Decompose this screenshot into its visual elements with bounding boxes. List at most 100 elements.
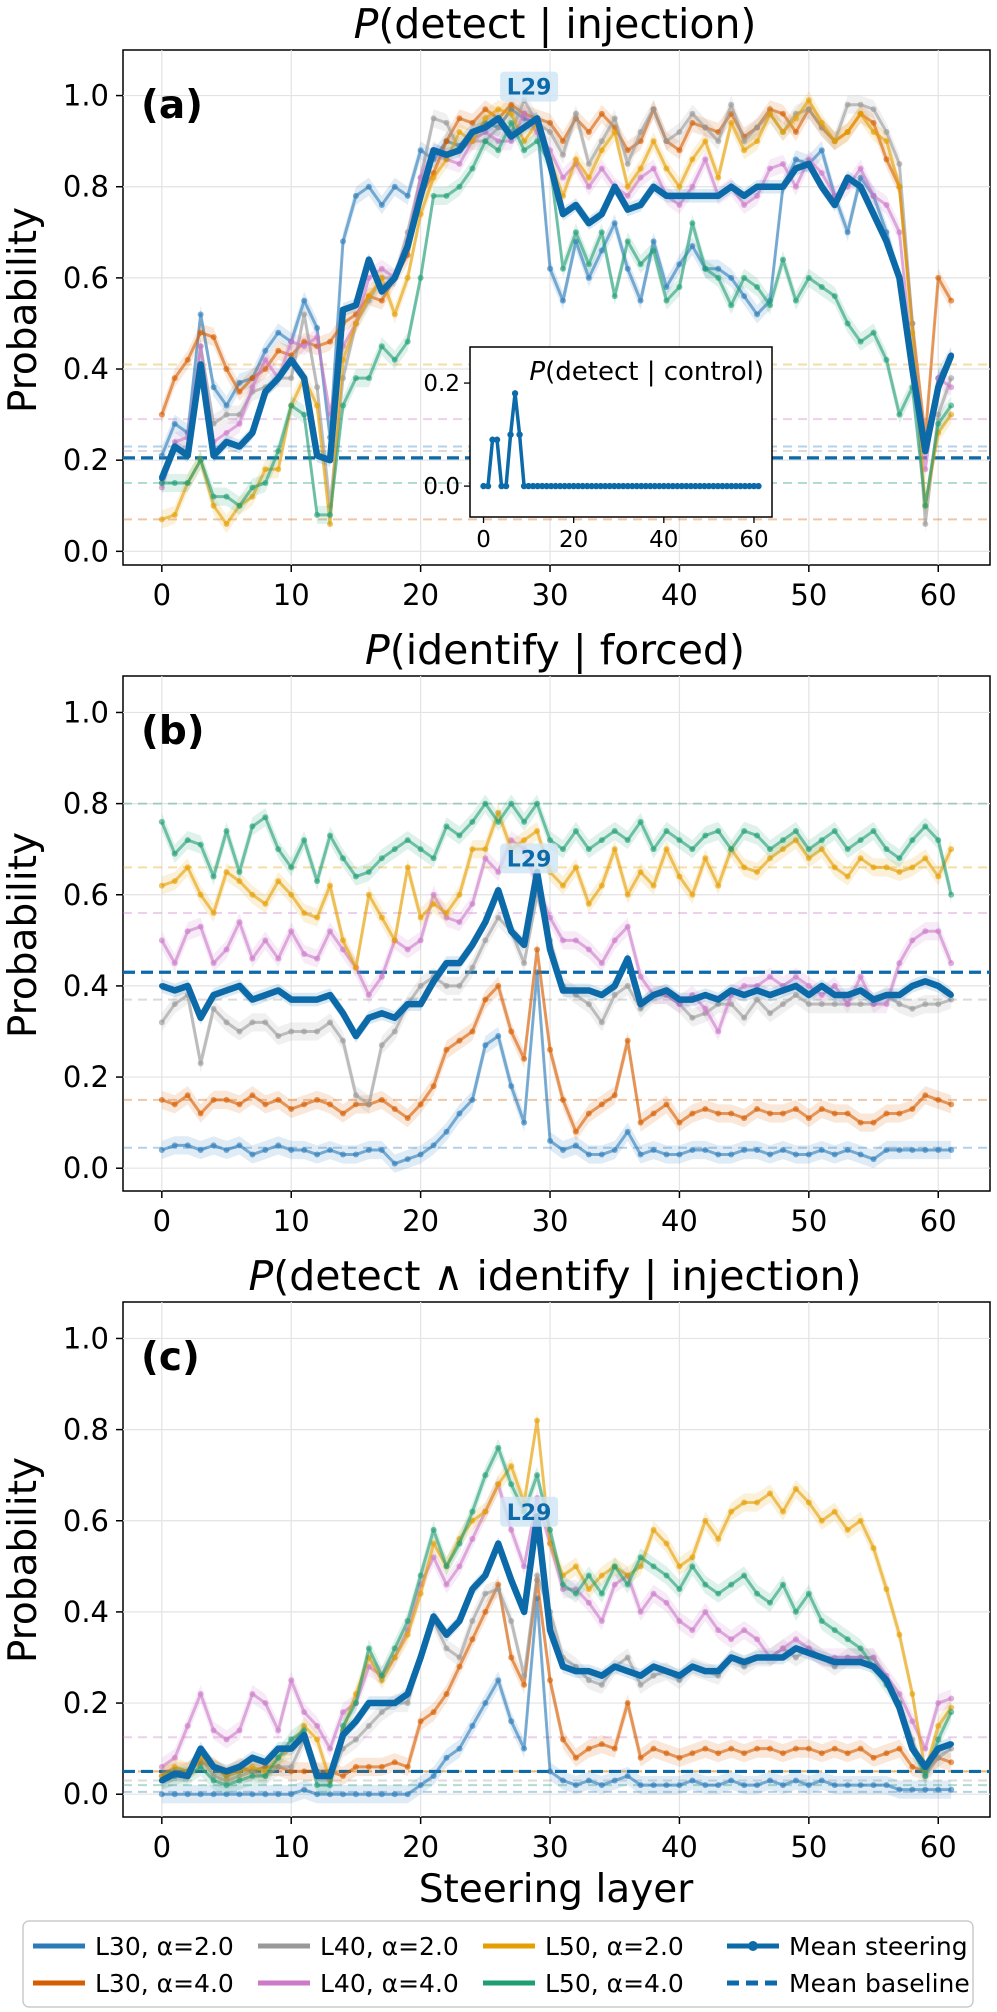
data-point xyxy=(818,1654,825,1661)
data-point xyxy=(909,1690,916,1697)
data-point xyxy=(702,193,709,199)
data-point xyxy=(417,982,424,989)
data-point xyxy=(184,479,191,486)
data-point xyxy=(430,1526,437,1533)
data-point xyxy=(404,946,411,953)
data-point xyxy=(767,1777,774,1784)
data-point xyxy=(314,996,320,1003)
data-point xyxy=(236,1727,243,1734)
data-point xyxy=(378,914,385,921)
inset-data-point xyxy=(660,482,668,490)
data-point xyxy=(805,1151,812,1158)
data-point xyxy=(430,978,437,985)
data-point xyxy=(935,1096,942,1103)
data-point xyxy=(585,1777,592,1784)
data-point xyxy=(754,1782,761,1789)
data-point xyxy=(650,1526,657,1533)
data-point xyxy=(870,211,877,217)
data-point xyxy=(572,1782,579,1789)
panel-a-series xyxy=(158,91,955,534)
data-point xyxy=(534,1417,541,1424)
data-point xyxy=(870,996,877,1003)
data-point xyxy=(805,274,812,281)
data-point xyxy=(637,973,644,980)
data-point xyxy=(262,1146,269,1153)
inset-data-point xyxy=(629,482,636,490)
panel-a-annotation-label: L29 xyxy=(507,76,552,101)
data-point xyxy=(870,1663,877,1670)
data-point xyxy=(922,1764,929,1770)
data-point xyxy=(378,265,385,272)
data-point xyxy=(301,1146,308,1153)
data-point xyxy=(779,256,786,263)
legend-label: L30, α=4.0 xyxy=(95,1969,234,1998)
data-point xyxy=(793,1645,799,1652)
data-point xyxy=(560,987,566,994)
data-point xyxy=(935,1700,942,1707)
data-point xyxy=(637,165,644,172)
data-point xyxy=(301,1732,307,1738)
data-point xyxy=(935,928,942,935)
data-point xyxy=(417,1718,424,1725)
data-point xyxy=(689,1627,696,1634)
data-point xyxy=(676,261,683,268)
data-point xyxy=(637,1672,644,1679)
data-point xyxy=(391,1654,398,1661)
data-point xyxy=(171,850,178,857)
data-point xyxy=(715,1668,722,1674)
data-point xyxy=(249,1772,256,1779)
data-point xyxy=(585,846,592,853)
data-point xyxy=(521,110,528,117)
series-L50a4 xyxy=(158,1438,955,1795)
data-point xyxy=(676,1782,683,1789)
data-point xyxy=(689,891,696,898)
data-point xyxy=(896,1110,903,1117)
data-point xyxy=(559,1581,566,1588)
data-point xyxy=(896,1745,903,1752)
data-point xyxy=(197,1015,204,1021)
data-point xyxy=(857,837,864,844)
data-point xyxy=(482,106,489,113)
data-point xyxy=(663,846,670,853)
y-tick-label: 0.4 xyxy=(63,969,109,1003)
data-point xyxy=(637,818,644,825)
data-point xyxy=(547,119,554,126)
data-point xyxy=(909,983,916,989)
data-point xyxy=(637,297,644,304)
inset-data-point xyxy=(511,390,519,397)
data-point xyxy=(210,1764,217,1770)
data-point xyxy=(482,124,489,131)
data-point xyxy=(508,1083,515,1090)
data-point xyxy=(404,1618,411,1625)
data-point xyxy=(288,402,295,409)
inset-data-point xyxy=(719,482,726,490)
series-mean xyxy=(158,111,955,486)
data-point xyxy=(741,201,748,208)
data-point xyxy=(792,973,799,980)
data-point xyxy=(922,928,929,935)
legend-items: L30, α=2.0 L30, α=4.0 L40, α=2.0 L40, α=4.0… xyxy=(33,1932,970,1998)
data-point xyxy=(456,832,463,839)
data-point xyxy=(275,987,282,994)
data-point xyxy=(301,1709,308,1716)
data-point xyxy=(352,1791,359,1798)
data-point xyxy=(844,229,851,236)
data-point xyxy=(508,800,515,807)
data-point xyxy=(741,827,748,834)
data-point xyxy=(508,138,515,145)
data-point xyxy=(404,1631,411,1638)
data-point xyxy=(223,868,230,875)
inset-data-point xyxy=(507,431,514,438)
data-point xyxy=(521,1745,528,1752)
data-point xyxy=(443,138,450,145)
data-point xyxy=(793,165,799,172)
data-point xyxy=(611,983,618,989)
data-point xyxy=(935,1722,942,1729)
inset-data-point xyxy=(683,482,690,490)
data-point xyxy=(314,402,321,409)
data-point xyxy=(404,1700,411,1707)
data-point xyxy=(379,288,385,295)
data-point xyxy=(197,1763,204,1770)
data-point xyxy=(870,1156,877,1163)
data-point xyxy=(676,1677,683,1684)
